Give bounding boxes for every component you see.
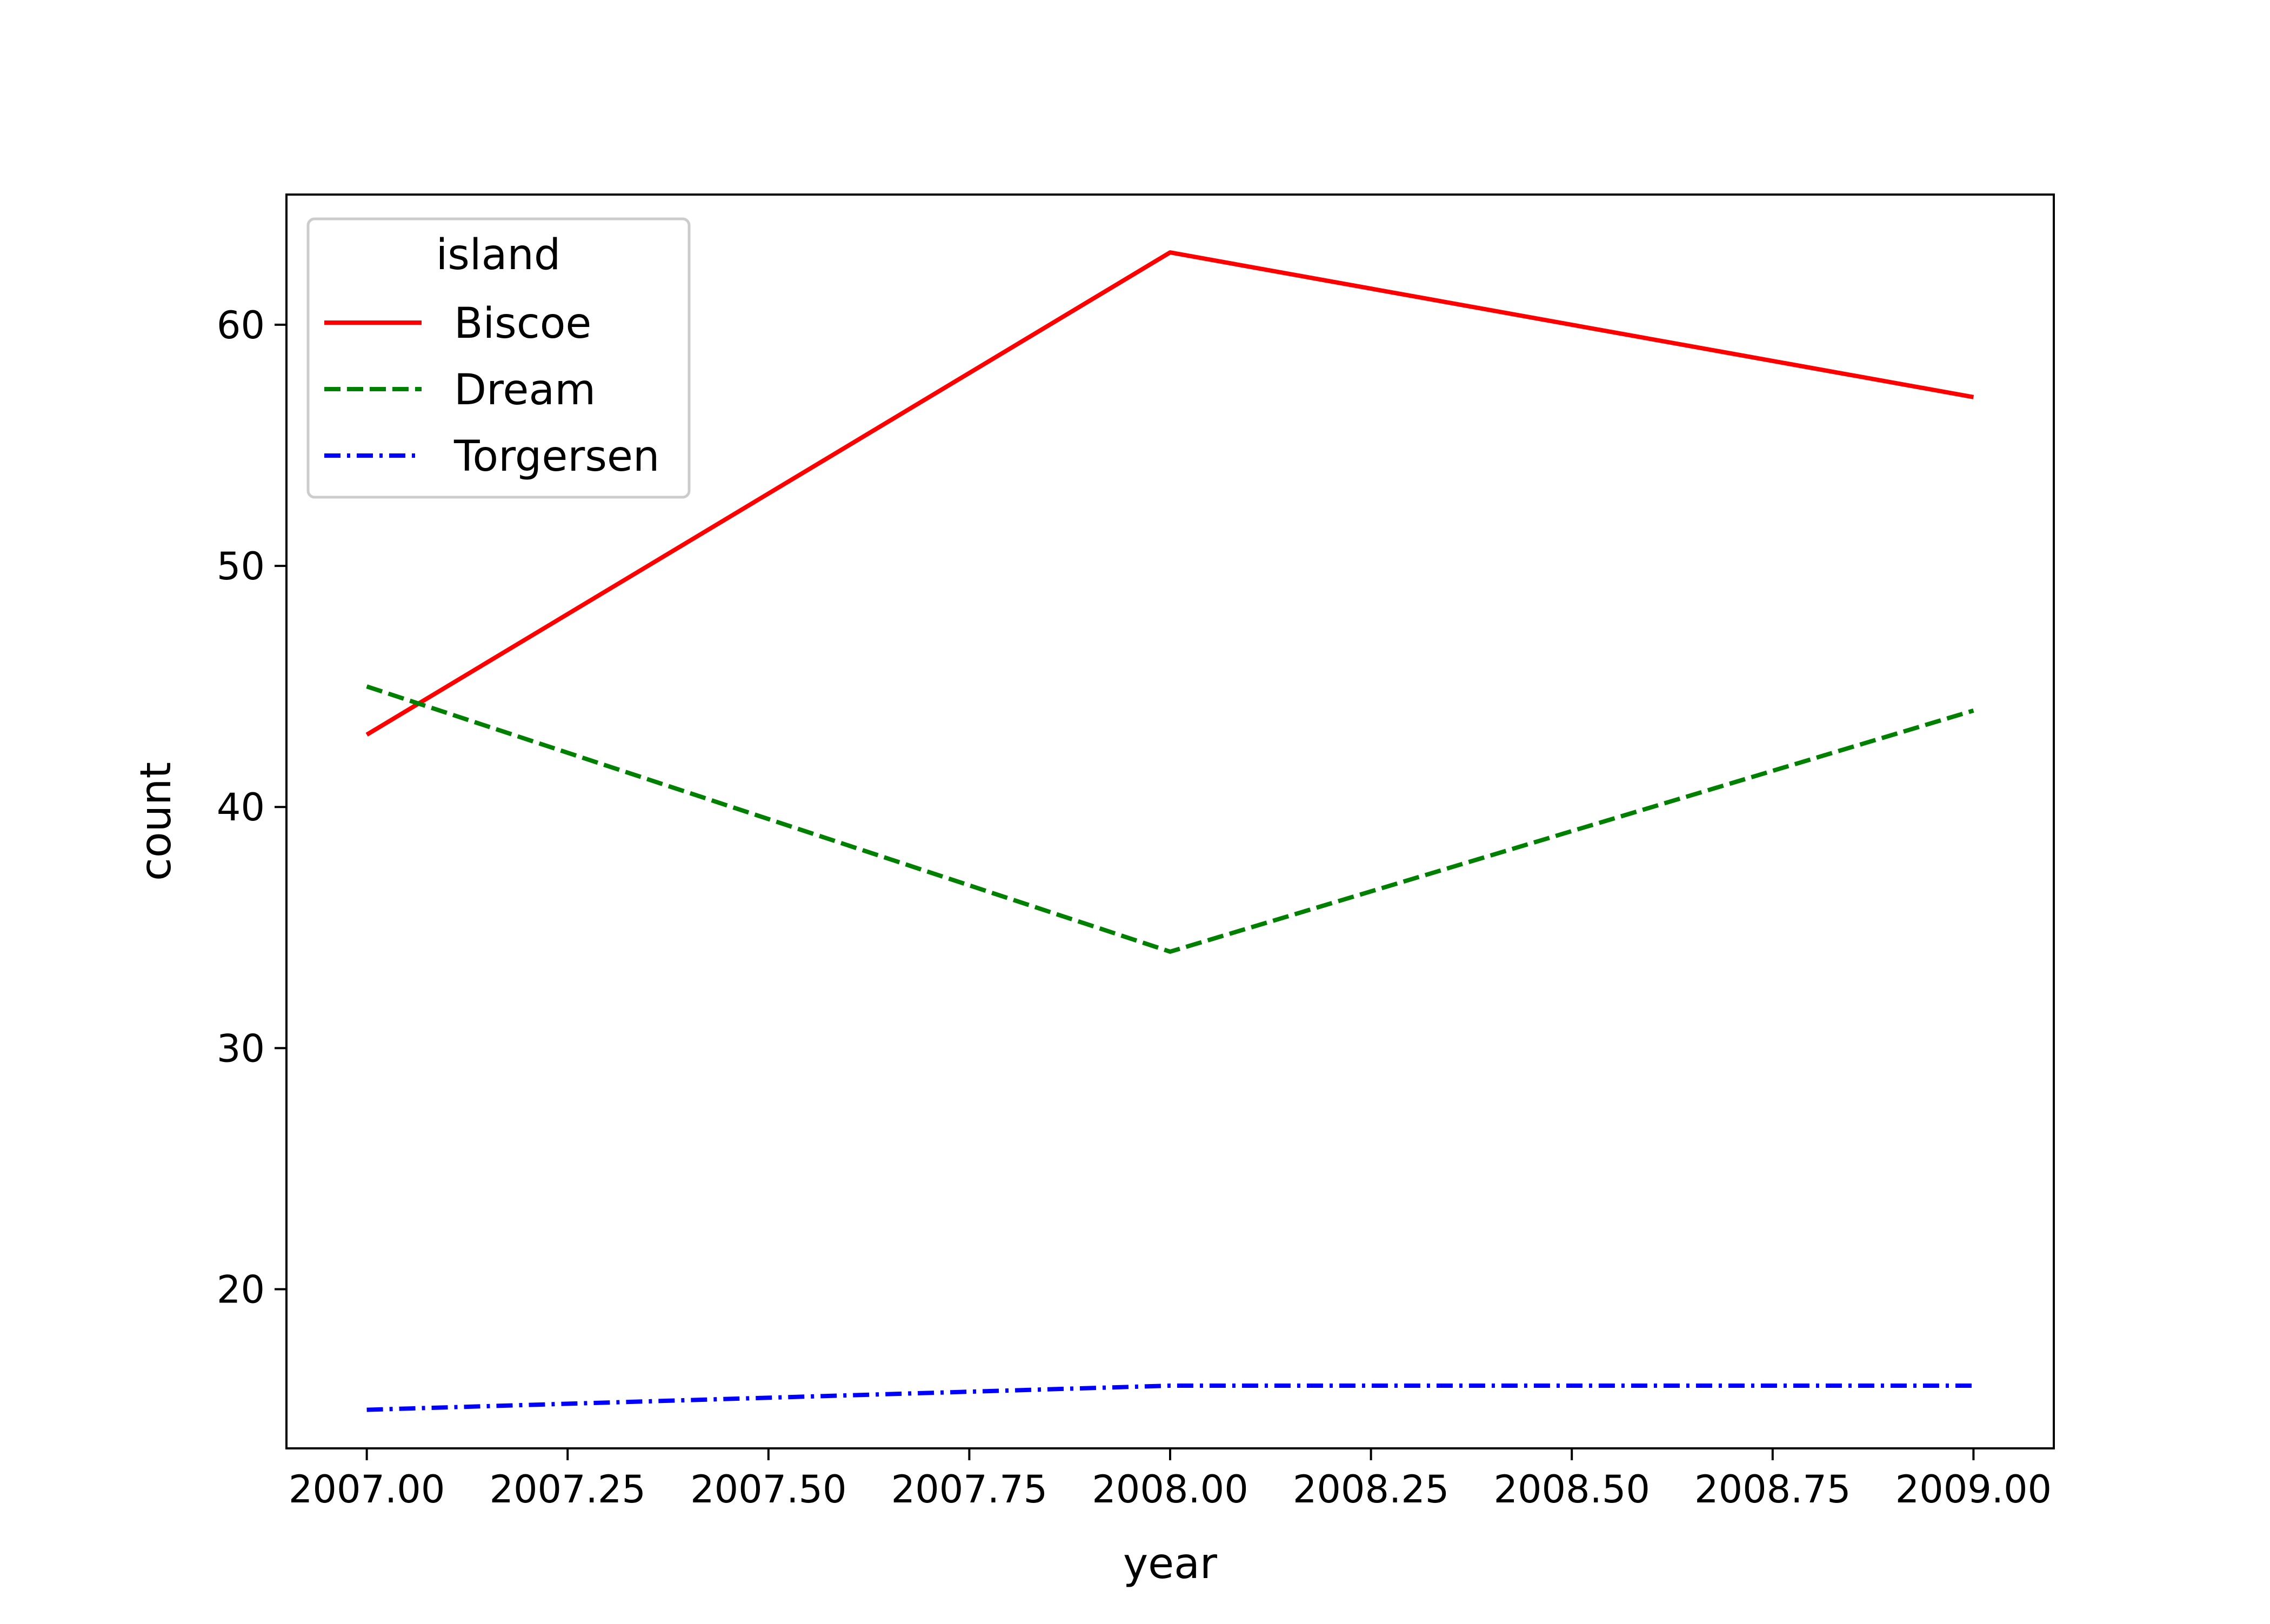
y-tick-label: 60	[217, 303, 265, 347]
legend-frame	[306, 217, 691, 499]
x-tick-label: 2008.50	[1493, 1467, 1650, 1512]
legend-label-torgersen: Torgersen	[453, 432, 659, 481]
x-axis-label: year	[1123, 1540, 1218, 1588]
y-tick-label: 50	[217, 544, 265, 589]
plot-frame	[285, 193, 2055, 1449]
x-tick-label: 2007.25	[489, 1467, 645, 1512]
x-axis-ticks: 2007.00 2007.25 2007.50 2007.75 2008.00 2008.…	[289, 1448, 2052, 1512]
x-tick-label: 2007.50	[690, 1467, 846, 1512]
legend-label-dream: Dream	[454, 366, 596, 415]
series-line-torgersen	[366, 1384, 1974, 1412]
x-tick-label: 2008.25	[1293, 1467, 1449, 1512]
legend-title: island	[436, 231, 561, 279]
x-tick-label: 2007.75	[891, 1467, 1047, 1512]
legend-label-biscoe: Biscoe	[454, 299, 591, 348]
y-tick-label: 40	[217, 785, 265, 830]
y-axis-label: count	[132, 762, 181, 881]
y-tick-label: 20	[217, 1268, 265, 1312]
x-tick-label: 2008.75	[1694, 1467, 1851, 1512]
legend: island Biscoe Dream Torgersen	[306, 217, 691, 499]
y-tick-label: 30	[217, 1026, 265, 1071]
x-tick-label: 2007.00	[289, 1467, 445, 1512]
series-layer	[365, 250, 1974, 1412]
series-line-dream	[366, 684, 1974, 954]
legend-entries: Biscoe Dream Torgersen	[324, 299, 659, 481]
x-tick-label: 2008.00	[1092, 1467, 1248, 1512]
y-axis-ticks: 20 30 40 50 60	[217, 303, 286, 1312]
series-line-biscoe	[365, 250, 1974, 737]
x-tick-label: 2009.00	[1895, 1467, 2052, 1512]
